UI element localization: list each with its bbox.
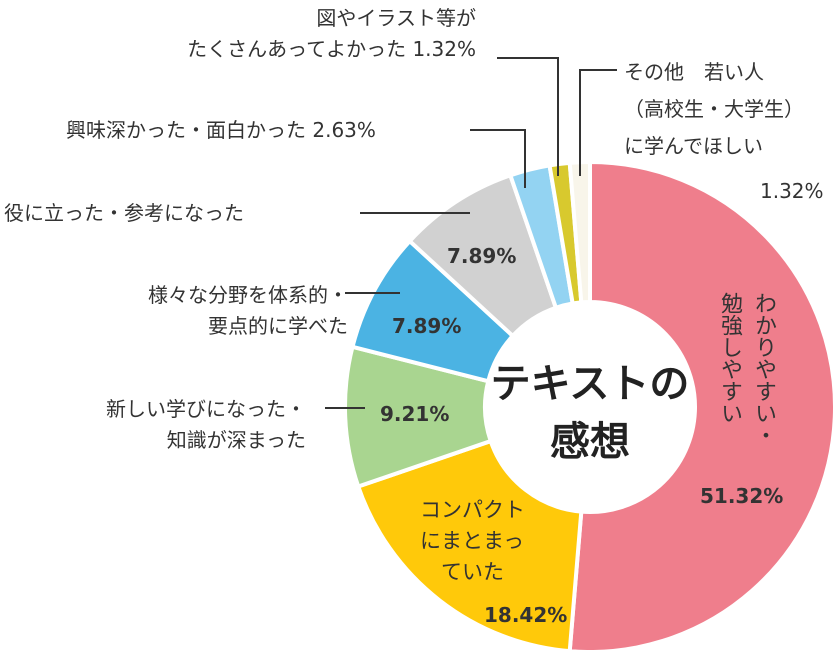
label-new-learning: 新しい学びになった・ 知識が深まった <box>106 397 306 452</box>
label-useful: 役に立った・参考になった <box>4 201 244 225</box>
slice-1 <box>355 438 584 650</box>
leader-line-illustrations <box>497 57 559 176</box>
leader-line-other <box>579 69 617 176</box>
label-illustrations: 図やイラスト等が たくさんあってよかった 1.32% <box>187 6 476 61</box>
pct-new-learning: 9.21% <box>380 402 450 426</box>
pct-compact: 18.42% <box>484 603 568 627</box>
pct-easy: 51.32% <box>700 484 784 508</box>
label-easy: わかりやすい・ 勉強しやすい <box>717 292 776 446</box>
slice-0 <box>567 159 837 650</box>
leader-line-interesting <box>470 129 526 188</box>
center-label: テキストの 感想 <box>480 355 700 471</box>
center-label-line1: テキストの <box>490 361 690 407</box>
label-compact: コンパクト にまとまっ ていた <box>420 498 525 584</box>
pct-other: 1.32% <box>760 179 824 203</box>
center-label-line2: 感想 <box>550 419 630 465</box>
label-interesting: 興味深かった・面白かった 2.63% <box>66 118 376 142</box>
slice-7 <box>567 159 592 305</box>
pct-systematic: 7.89% <box>392 314 462 338</box>
pct-useful: 7.89% <box>447 244 517 268</box>
label-other: その他 若い人 （高校生・大学生） に学んでほしい <box>624 60 804 158</box>
label-systematic: 様々な分野を体系的・ 要点的に学べた <box>148 283 348 338</box>
